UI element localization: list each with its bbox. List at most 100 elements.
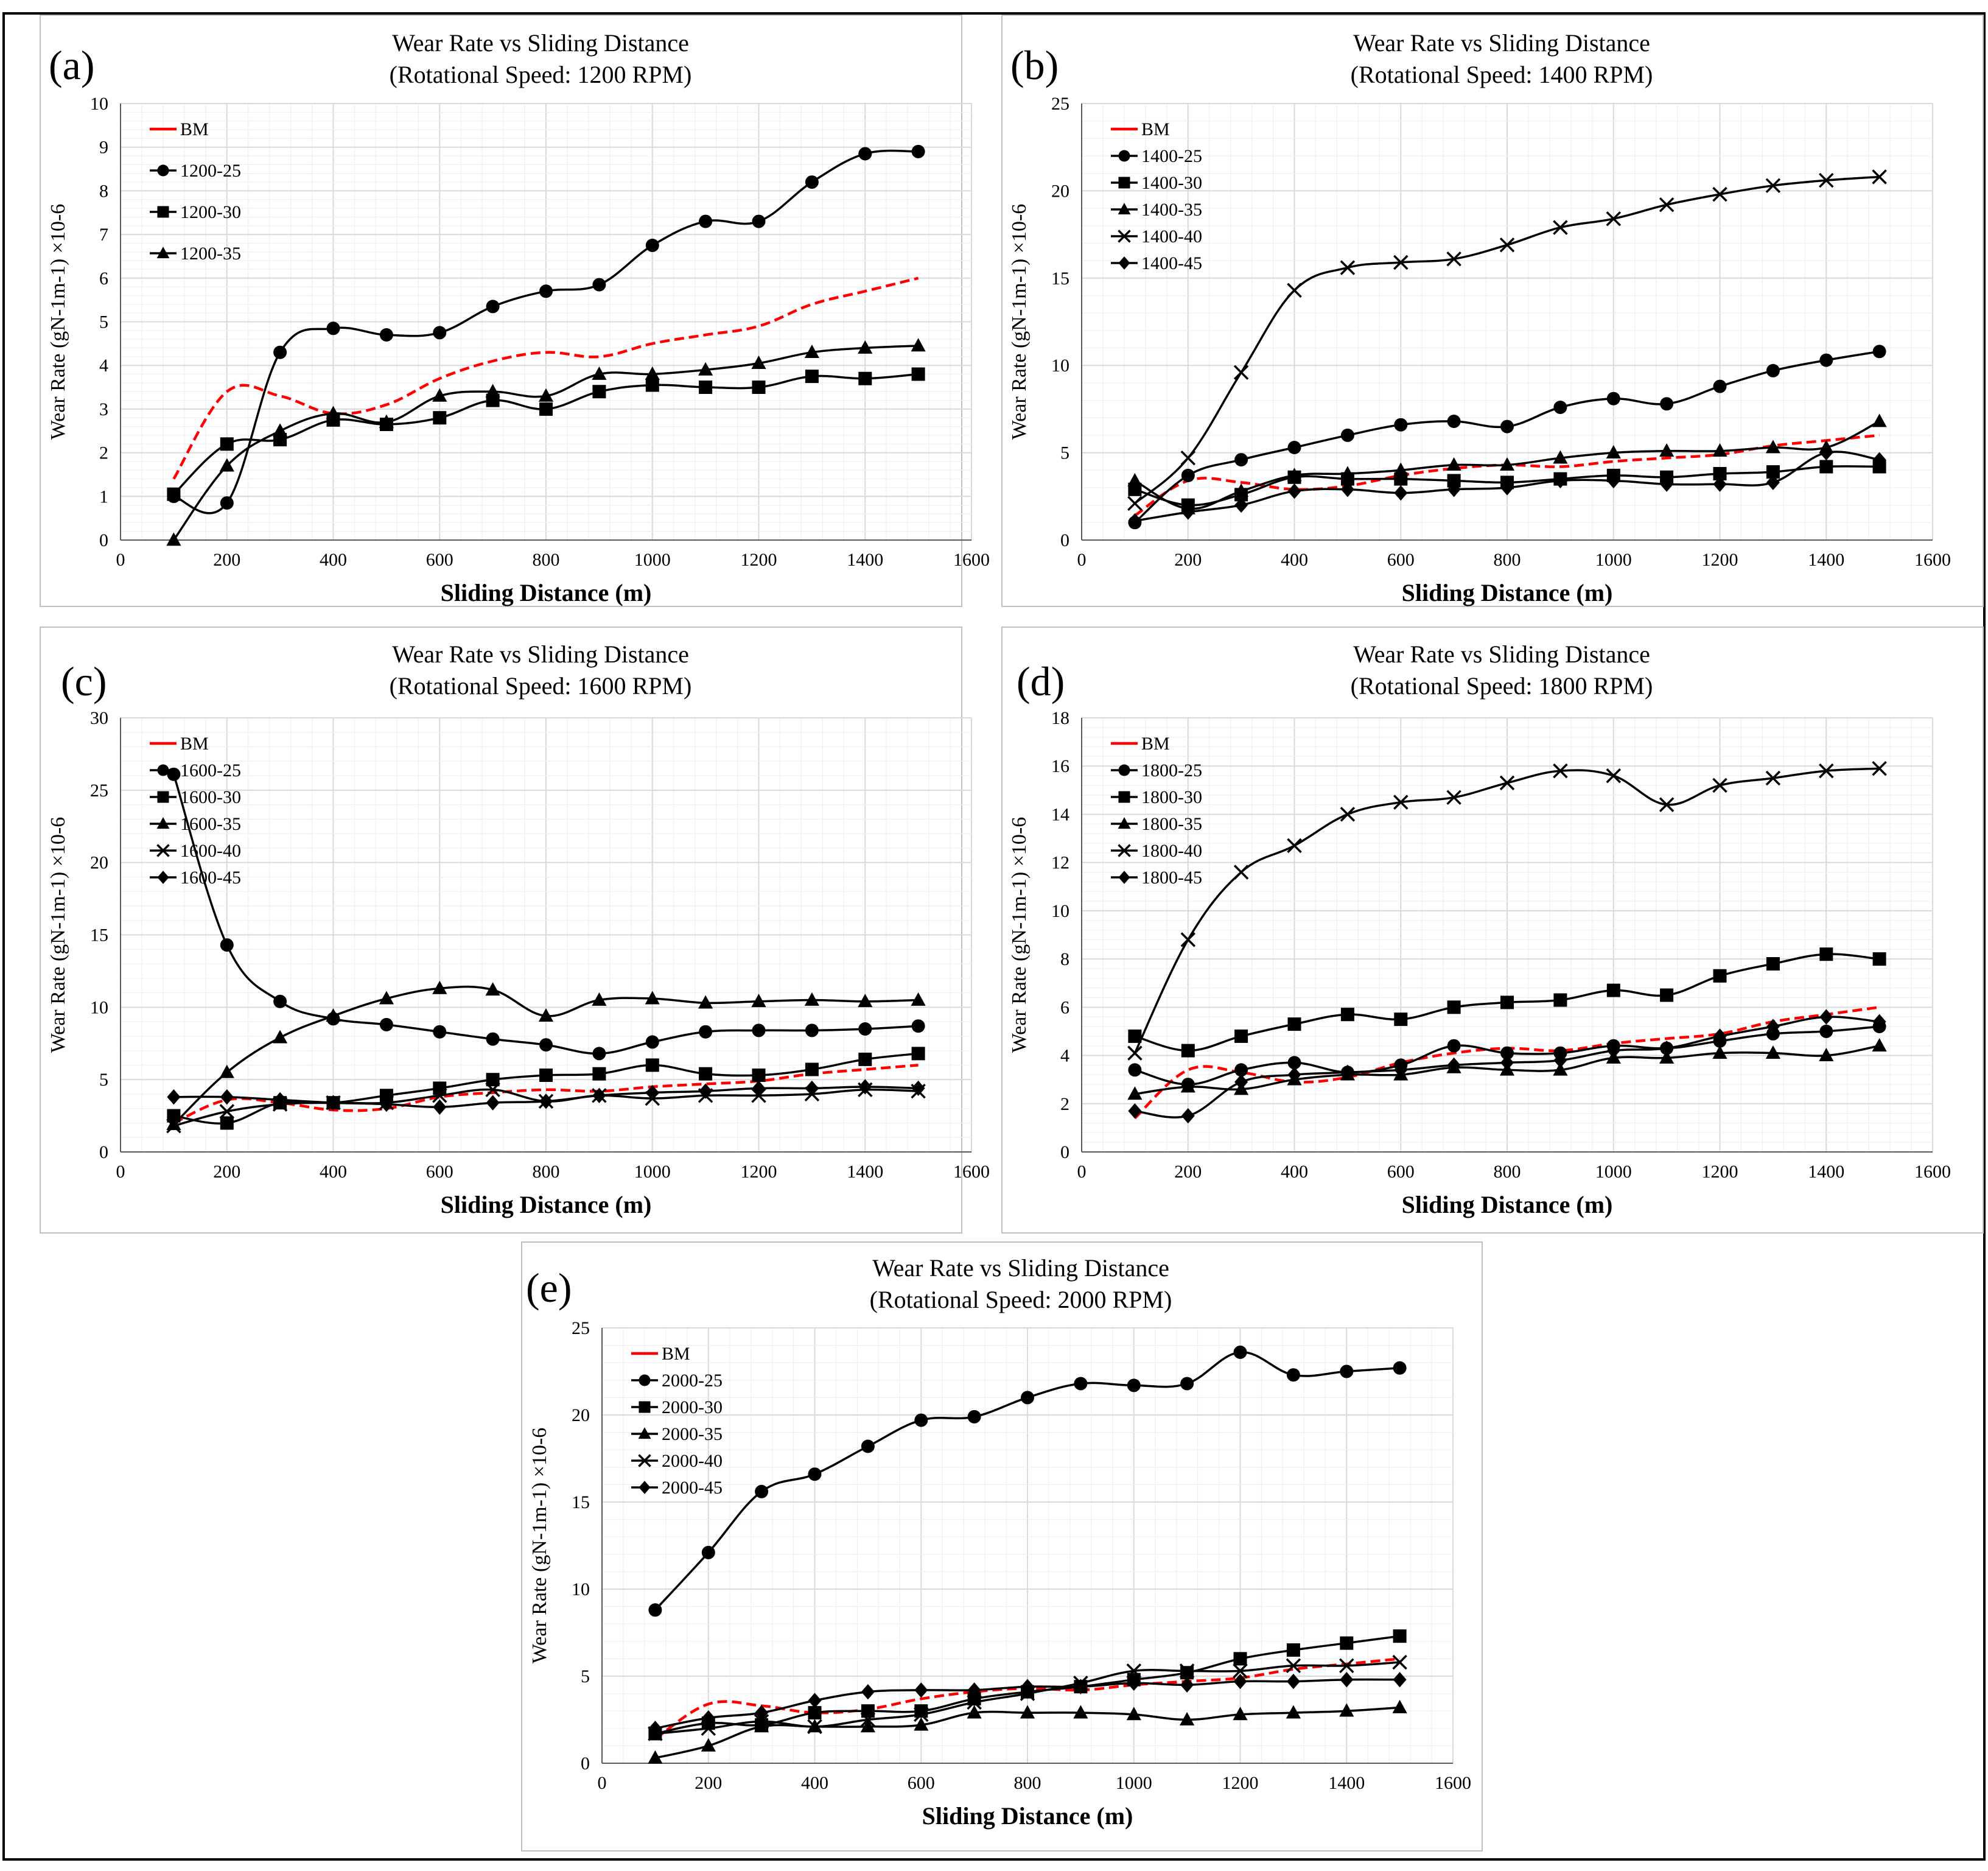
data-point-1800-30 xyxy=(1553,993,1567,1007)
data-point-2000-45 xyxy=(1021,1679,1034,1694)
y-tick-label: 2 xyxy=(1060,1094,1069,1114)
chart-panel-c: 0 200 400 600 800 1000 1200 1400 1600 0 5 10 15 20 25 3… xyxy=(40,627,990,1234)
series-1600-35 xyxy=(166,980,926,1131)
y-tick-label: 1 xyxy=(99,486,108,507)
legend-d: BM 1800-25 1800-30 1800-35 1800-40 1800-45 xyxy=(1111,734,1202,888)
data-point-1600-25 xyxy=(220,938,234,952)
data-point-1600-30 xyxy=(592,1067,606,1081)
data-point-1600-25 xyxy=(645,1035,659,1049)
data-point-1800-40 xyxy=(1659,797,1675,812)
data-point-1400-30 xyxy=(1766,465,1780,479)
data-point-1400-40 xyxy=(1287,283,1302,298)
data-point-1400-40 xyxy=(1446,251,1461,267)
y-tick-label: 5 xyxy=(1060,443,1069,463)
y-tick-label: 0 xyxy=(1060,1142,1069,1162)
series-2000-35 xyxy=(648,1699,1407,1764)
data-point-1200-30 xyxy=(539,402,553,416)
series-1400-40 xyxy=(1127,169,1887,511)
data-point-1600-30 xyxy=(911,1047,925,1061)
data-point-1800-45 xyxy=(1553,1052,1567,1069)
data-point-1200-35 xyxy=(698,362,713,376)
x-tick-label: 1200 xyxy=(1702,1162,1738,1182)
data-point-2000-25 xyxy=(648,1603,662,1617)
y-tick-label: 5 xyxy=(99,1070,108,1090)
data-point-1400-45 xyxy=(1713,476,1727,492)
chart-subtitle-d: (Rotational Speed: 1800 RPM) xyxy=(1351,672,1653,700)
legend-marker-2000-35 xyxy=(638,1427,651,1439)
data-point-1800-45 xyxy=(1606,1042,1620,1059)
data-point-1600-25 xyxy=(752,1023,766,1037)
data-point-1600-25 xyxy=(539,1038,553,1052)
legend-marker-1600-40 xyxy=(156,844,170,857)
data-point-1800-40 xyxy=(1393,795,1409,810)
x-tick-label: 800 xyxy=(533,1162,560,1182)
y-axis-label-c: Wear Rate (gN-1m-1) ×10-6 xyxy=(47,817,69,1053)
data-point-1600-35 xyxy=(592,992,607,1006)
data-point-2000-35 xyxy=(1073,1705,1088,1719)
data-point-1200-25 xyxy=(699,214,713,228)
x-axis-label-a: Sliding Distance (m) xyxy=(441,579,652,606)
panel-border-c xyxy=(40,627,962,1234)
data-point-1600-25 xyxy=(858,1022,872,1036)
x-tick-label: 1600 xyxy=(1914,550,1951,570)
x-tick-label: 1600 xyxy=(953,1162,990,1182)
data-point-1600-40 xyxy=(485,1082,500,1098)
data-point-1800-40 xyxy=(1819,763,1834,779)
data-point-1800-40 xyxy=(1872,760,1887,776)
panel-label-b: (b) xyxy=(1010,42,1059,88)
data-point-1200-35 xyxy=(219,458,234,472)
data-point-2000-45 xyxy=(1286,1673,1300,1690)
legend-label-1600-30: 1600-30 xyxy=(180,787,241,807)
panel-label-d: (d) xyxy=(1017,658,1065,704)
data-point-1800-40 xyxy=(1446,790,1461,805)
legend-marker-1600-30 xyxy=(157,791,169,803)
data-point-1600-40 xyxy=(432,1088,447,1103)
data-point-2000-30 xyxy=(861,1704,875,1718)
x-tick-label: 600 xyxy=(426,1162,453,1182)
y-tick-label: 10 xyxy=(90,94,108,114)
data-point-2000-30 xyxy=(1286,1643,1300,1657)
data-point-1800-30 xyxy=(1713,969,1727,983)
data-point-2000-45 xyxy=(861,1684,875,1700)
data-point-1200-35 xyxy=(645,366,660,380)
legend-label-1800-45: 1800-45 xyxy=(1141,868,1202,888)
y-tick-label: 7 xyxy=(99,225,108,245)
data-point-2000-35 xyxy=(1233,1707,1248,1721)
x-tick-label: 1600 xyxy=(1435,1773,1471,1793)
data-point-2000-40 xyxy=(967,1694,982,1710)
legend-label-1200-25: 1200-25 xyxy=(180,161,241,181)
x-tick-label: 200 xyxy=(1174,1162,1202,1182)
y-tick-label: 15 xyxy=(572,1492,590,1512)
data-point-1400-45 xyxy=(1128,513,1142,529)
y-tick-label: 25 xyxy=(1051,94,1069,114)
data-point-2000-40 xyxy=(701,1721,716,1736)
chart-title-d: Wear Rate vs Sliding Distance xyxy=(1353,641,1650,668)
data-point-1400-30 xyxy=(1819,460,1833,474)
data-point-1400-35 xyxy=(1765,440,1780,454)
series-BM xyxy=(173,1064,919,1125)
legend-marker-1800-45 xyxy=(1118,871,1130,884)
x-tick-label: 1200 xyxy=(741,550,777,570)
y-tick-label: 12 xyxy=(1051,853,1069,873)
data-point-1600-45 xyxy=(805,1080,819,1097)
data-point-1400-35 xyxy=(1446,457,1461,471)
legend-marker-1400-35 xyxy=(1118,203,1131,215)
x-tick-label: 0 xyxy=(1077,550,1087,570)
y-tick-label: 30 xyxy=(90,708,108,728)
legend-label-1400-35: 1400-35 xyxy=(1141,200,1202,220)
y-tick-label: 25 xyxy=(572,1318,590,1338)
data-point-1400-25 xyxy=(1447,415,1461,428)
x-tick-label: 200 xyxy=(213,550,240,570)
data-point-1400-25 xyxy=(1713,379,1727,393)
data-point-1600-35 xyxy=(858,994,873,1008)
y-tick-label: 6 xyxy=(99,269,108,289)
data-point-1800-45 xyxy=(1447,1057,1461,1073)
y-tick-label: 15 xyxy=(1051,269,1069,289)
data-point-2000-35 xyxy=(754,1719,769,1733)
legend-e: BM 2000-25 2000-30 2000-35 2000-40 2000-45 xyxy=(631,1344,723,1498)
legend-marker-1400-45 xyxy=(1118,256,1130,270)
data-point-1400-35 xyxy=(1553,450,1568,464)
data-point-1200-35 xyxy=(432,388,447,402)
series-line-BM xyxy=(173,1064,919,1125)
